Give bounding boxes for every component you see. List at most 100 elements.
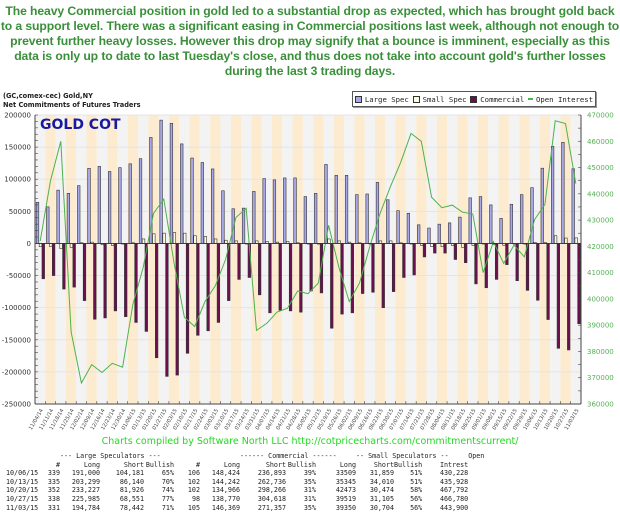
background-bands: [35, 115, 581, 404]
commercial-bar: [453, 243, 457, 260]
column-band: [302, 115, 314, 404]
column-band: [199, 115, 211, 404]
column-band: [416, 115, 427, 404]
table-cell: -- Small Speculators --: [356, 452, 449, 460]
commercial-bar: [443, 243, 447, 254]
commercial-bar: [350, 243, 354, 314]
right-tick-label: 410000: [587, 269, 614, 277]
left-tick-label: 50000: [9, 208, 31, 216]
table-cell: Open: [468, 452, 485, 460]
small-spec-bar: [152, 233, 156, 244]
column-band: [488, 115, 499, 404]
large-spec-bar: [375, 182, 380, 244]
large-spec-bar: [77, 185, 81, 244]
column-band: [210, 115, 221, 404]
table-cell: 74%: [161, 486, 174, 495]
table-cell: Long: [223, 460, 240, 469]
large-spec-bar: [437, 223, 441, 244]
table-cell: 31,859: [369, 469, 394, 478]
column-band: [385, 115, 396, 404]
table-cell: 10/06/15: [6, 469, 39, 478]
table-cell: 65%: [161, 469, 174, 478]
commercial-bar: [175, 243, 179, 376]
large-spec-bar: [417, 224, 421, 244]
table-cell: 77%: [161, 494, 174, 503]
table-cell: 86,140: [119, 477, 144, 486]
commercial-bar: [433, 243, 437, 254]
large-spec-bar: [211, 168, 215, 244]
table-cell: Long: [339, 460, 356, 469]
left-tick-label: -50000: [6, 272, 31, 280]
large-spec-bar: [427, 227, 431, 244]
left-tick-label: -150000: [2, 336, 31, 344]
commercial-bar: [185, 243, 190, 354]
column-band: [550, 115, 561, 404]
commercial-bar: [464, 243, 468, 264]
table-cell: 236,893: [257, 469, 286, 478]
commercial-bar: [237, 243, 241, 280]
table-cell: 138,770: [211, 494, 240, 503]
large-spec-bar: [355, 194, 359, 244]
table-cell: ------ Commercial ------: [240, 452, 337, 460]
column-band: [374, 115, 386, 404]
table-cell: Bullish: [287, 460, 316, 469]
column-band: [86, 115, 97, 404]
large-spec-bar: [180, 143, 184, 244]
table-cell: 31,105: [369, 494, 394, 503]
bars: [35, 119, 581, 377]
open-interest-line: [39, 120, 577, 385]
column-band: [107, 115, 118, 404]
commercial-bar: [72, 243, 76, 288]
large-spec-bar: [190, 157, 194, 244]
table-cell: Intrest: [440, 460, 469, 469]
commercial-bar: [577, 243, 581, 325]
left-tick-label: 150000: [4, 144, 31, 152]
small-spec-bar: [141, 238, 146, 244]
table-row: 10/20/15 352 233,227 81,926 74% 102 134,966 298…: [6, 486, 484, 495]
column-band: [179, 115, 190, 404]
commercial-bar: [422, 243, 427, 258]
large-spec-bar: [478, 196, 483, 244]
table-row: 10/06/15 339 191,000 104,181 65% 106 148,424 23…: [6, 469, 484, 478]
legend-label: Large Spec: [364, 94, 409, 104]
commercial-bar: [402, 243, 406, 278]
commercial-bar: [546, 243, 550, 320]
table-cell: 35%: [303, 503, 316, 512]
left-tick-label: -250000: [2, 401, 31, 409]
large-spec-bar: [221, 190, 225, 244]
small-spec-bar: [183, 232, 187, 244]
small-spec-bar: [49, 243, 53, 247]
large-spec-bar: [571, 168, 575, 244]
table-cell: 31%: [303, 494, 316, 503]
column-band: [271, 115, 283, 404]
table-cell: 35345: [335, 477, 356, 486]
large-spec-bar: [314, 193, 318, 244]
large-spec-bar: [241, 207, 246, 244]
legend-label: Open Interest: [535, 94, 594, 104]
commercial-bar: [268, 243, 272, 314]
commercial-bar: [309, 243, 313, 292]
large-spec-bar: [447, 222, 452, 244]
table-cell: 430,228: [440, 469, 469, 478]
right-tick-label: 440000: [587, 190, 614, 198]
commercial-bar: [278, 243, 282, 311]
small-spec-bar: [38, 243, 43, 247]
table-row: 11/03/15 331 194,784 78,442 71% 105 146,369 271…: [6, 504, 484, 513]
table-cell: 42473: [335, 486, 356, 495]
table-cell: 106: [187, 469, 200, 478]
commercial-bar: [299, 243, 303, 313]
large-spec-bar: [56, 189, 60, 244]
column-band: [467, 115, 478, 404]
table-cell: 78,442: [119, 503, 144, 512]
commercial-bar: [52, 243, 56, 276]
table-cell: 435,928: [440, 477, 469, 486]
table-cell: 225,985: [71, 494, 100, 503]
column-band: [395, 115, 406, 404]
large-spec-bar: [509, 203, 513, 244]
large-spec-bar: [118, 167, 122, 244]
credit-line[interactable]: Charts compiled by Software North LLC ht…: [101, 436, 519, 447]
table-cell: 443,900: [440, 503, 469, 512]
table-cell: 58%: [410, 486, 423, 495]
large-spec-bar: [66, 193, 71, 244]
table-cell: 30,474: [369, 486, 394, 495]
